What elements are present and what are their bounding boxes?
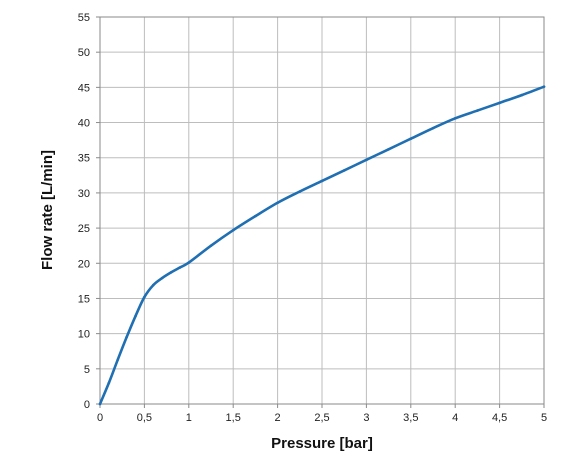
data-point: [209, 244, 213, 247]
y-tick-label: 15: [78, 293, 90, 305]
data-point: [365, 158, 368, 162]
data-point: [498, 101, 501, 105]
data-point: [298, 190, 302, 193]
y-tick-label: 30: [78, 188, 90, 200]
data-point: [143, 295, 146, 299]
y-axis-title: Flow rate [L/min]: [39, 150, 56, 270]
data-point: [276, 201, 279, 205]
data-point: [342, 169, 346, 172]
y-tick-label: 45: [78, 82, 90, 94]
data-point: [98, 402, 102, 406]
tick-labels: 0 0,5 1 1,5 2 2,5 3 3,5 4 4,5 50510152025303540455…: [78, 12, 547, 424]
data-point: [125, 335, 128, 339]
x-tick-label: 3,5: [403, 412, 418, 424]
x-tick-label: 0: [97, 412, 103, 424]
data-point: [542, 85, 546, 88]
x-tick-label: 5: [541, 412, 547, 424]
x-tick-label: 4: [452, 412, 458, 424]
data-point: [476, 109, 479, 112]
data-point: [160, 276, 164, 280]
data-point: [320, 179, 324, 183]
y-tick-label: 50: [78, 47, 90, 59]
data-point: [254, 214, 257, 218]
x-tick-label: 3: [363, 412, 369, 424]
data-point: [453, 117, 457, 120]
y-tick-label: 40: [78, 118, 90, 130]
data-point: [169, 271, 173, 274]
data-point: [387, 147, 390, 151]
y-tick-label: 25: [78, 223, 90, 235]
x-tick-label: 2: [275, 412, 281, 424]
data-point: [107, 381, 111, 385]
plot-frame: [99, 16, 545, 405]
data-point: [187, 261, 191, 264]
data-point: [409, 137, 413, 141]
data-point: [431, 126, 435, 130]
y-tick-label: 20: [78, 258, 90, 270]
y-tick-label: 5: [84, 364, 90, 376]
x-tick-label: 1: [186, 412, 192, 424]
x-tick-label: 4,5: [492, 412, 507, 424]
axes: [96, 16, 545, 408]
data-point: [134, 314, 137, 318]
data-point: [178, 266, 182, 269]
y-tick-label: 55: [78, 12, 90, 24]
data-point: [520, 93, 524, 97]
x-tick-label: 2,5: [314, 412, 329, 424]
x-tick-label: 1,5: [226, 412, 241, 424]
series: [98, 85, 546, 406]
x-tick-label: 0,5: [137, 412, 152, 424]
data-point: [231, 228, 235, 232]
data-point: [151, 283, 155, 287]
y-tick-label: 0: [84, 399, 90, 411]
data-point: [116, 358, 120, 361]
y-tick-label: 10: [78, 329, 90, 341]
grid: [99, 16, 545, 405]
x-axis-title: Pressure [bar]: [271, 435, 373, 452]
y-tick-label: 35: [78, 153, 90, 165]
